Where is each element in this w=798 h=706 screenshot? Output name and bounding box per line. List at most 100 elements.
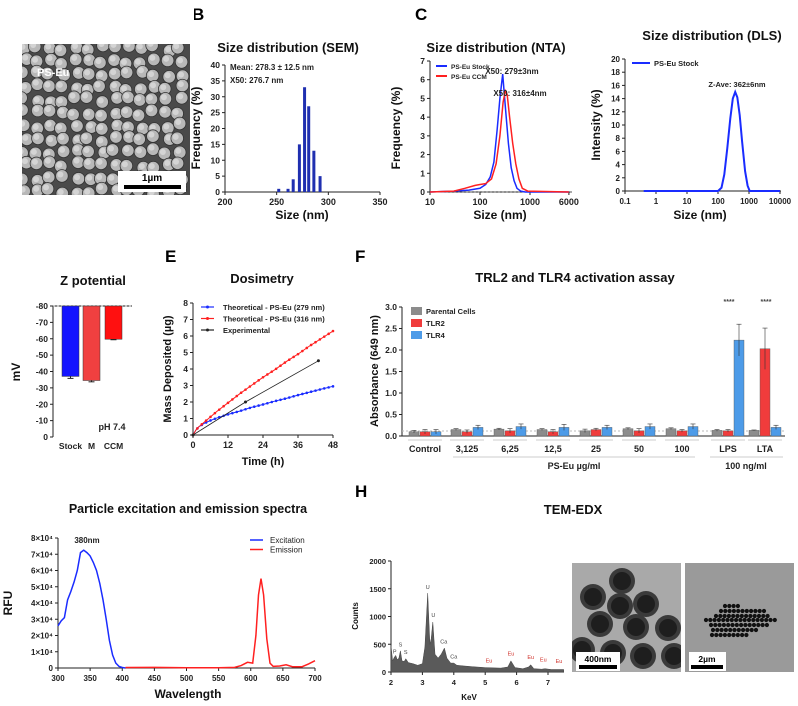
y-tick-label: 1 (420, 168, 425, 178)
significance-marker: **** (724, 299, 735, 306)
mask (0, 30, 194, 44)
data-point (266, 401, 269, 405)
particle-highlight (58, 107, 65, 114)
particle-highlight (44, 81, 51, 88)
particle-highlight (121, 85, 128, 92)
particle-highlight (165, 134, 172, 141)
particle-core (637, 595, 655, 613)
particle-highlight (84, 69, 91, 76)
particle (744, 632, 749, 638)
peak-label: S (399, 642, 403, 648)
peak-label: Eu (508, 651, 515, 657)
particle-highlight (164, 159, 171, 166)
y-tick-label: 3 (420, 131, 425, 141)
particle-highlight (160, 94, 167, 101)
y-tick-label: 8 (183, 298, 188, 308)
particle (728, 627, 733, 633)
particle-highlight (149, 54, 156, 61)
y-tick-label: 25 (211, 108, 221, 118)
x-tick-label: 300 (321, 197, 336, 207)
data-point (274, 367, 278, 371)
y-tick-label: 2 (183, 397, 188, 407)
particle-highlight (84, 159, 91, 166)
data-point (327, 332, 330, 336)
particle (738, 617, 743, 623)
y-tick-label: 3×10⁴ (31, 615, 53, 624)
particle-highlight (134, 134, 141, 141)
particle-highlight (160, 84, 167, 91)
data-point (248, 385, 252, 388)
y-tick-label: -40 (36, 367, 49, 377)
x-axis-label: Wavelength (155, 687, 222, 701)
x-axis-label: Size (nm) (473, 208, 526, 222)
x-category-label: M (88, 441, 95, 451)
y-tick-label: 2 (616, 174, 621, 183)
legend-label: Parental Cells (426, 307, 476, 316)
particle-highlight (47, 136, 54, 143)
particle (715, 627, 720, 633)
y-tick-label: -60 (36, 334, 49, 344)
particle-highlight (96, 158, 103, 165)
particle-highlight (69, 92, 76, 99)
data-point (196, 427, 199, 430)
y-tick-label: 5×10⁴ (31, 583, 53, 592)
particle (735, 613, 740, 619)
particle (736, 608, 741, 614)
y-tick-label: 0 (183, 430, 188, 440)
particle (772, 617, 777, 623)
y-tick-label: -80 (36, 301, 49, 311)
particle (753, 627, 759, 633)
data-point (318, 388, 322, 391)
particle-highlight (111, 132, 118, 139)
particle-highlight (32, 56, 39, 63)
y-tick-label: 20 (611, 55, 620, 64)
x-tick-label: 1000 (520, 197, 540, 207)
particle-highlight (124, 132, 131, 139)
particle-highlight (43, 184, 50, 191)
y-tick-label: 6 (420, 75, 425, 85)
bar (104, 305, 123, 340)
particle-highlight (112, 185, 119, 192)
particle (739, 622, 744, 628)
y-tick-label: 5 (183, 348, 188, 358)
annotation: X50: 276.7 nm (230, 76, 283, 85)
particle-highlight (160, 107, 167, 114)
particle-highlight (122, 107, 129, 114)
particle-highlight (97, 71, 104, 78)
y-tick-label: 0.5 (385, 410, 397, 420)
particle-highlight (72, 42, 79, 49)
y-tick-label: 3 (183, 381, 188, 391)
legend-label: Theoretical - PS-Eu (316 nm) (223, 315, 325, 324)
particle (752, 613, 757, 619)
particle-highlight (164, 72, 171, 79)
particle-highlight (122, 67, 129, 74)
bar (493, 428, 505, 437)
particle-highlight (81, 133, 88, 140)
x-tick-label: 500 (180, 674, 194, 683)
x-tick-label: 7 (546, 678, 550, 687)
scale-bar-label: 2µm (698, 654, 716, 664)
particle-highlight (177, 93, 184, 100)
particle-highlight (44, 172, 51, 179)
particle (719, 627, 724, 633)
x-axis-label: Size (nm) (275, 208, 328, 222)
data-point (261, 375, 265, 379)
y-axis-label: RFU (1, 591, 15, 616)
y-axis-label: mV (9, 363, 23, 382)
data-point (322, 387, 326, 390)
chart-title: Size distribution (SEM) (217, 40, 359, 55)
data-point (235, 410, 239, 414)
particle-highlight (33, 133, 40, 140)
particle-highlight (21, 158, 28, 165)
mask (794, 555, 798, 685)
data-point (213, 417, 217, 421)
particle-highlight (32, 67, 39, 74)
particle-highlight (33, 185, 40, 192)
legend-marker (206, 317, 209, 320)
histogram-bar (291, 179, 295, 192)
annotation: 380nm (74, 536, 99, 545)
x-tick-label: 200 (217, 197, 232, 207)
particle (768, 617, 773, 623)
particle (735, 632, 740, 638)
